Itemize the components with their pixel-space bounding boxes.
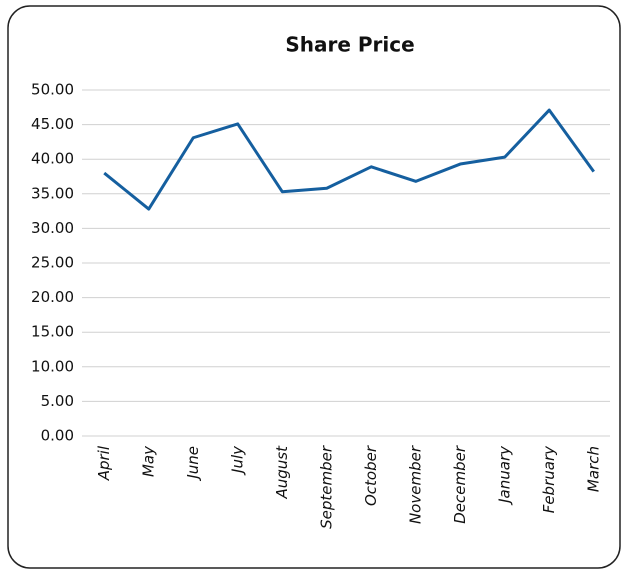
- y-tick-label: 50.00: [31, 81, 74, 99]
- y-tick-label: 25.00: [31, 254, 74, 272]
- y-tick-label: 10.00: [31, 357, 74, 375]
- line-series: [103, 108, 595, 211]
- chart-title: Share Price: [285, 33, 414, 57]
- x-tick-label: October: [362, 445, 380, 506]
- x-tick-label: December: [451, 445, 469, 524]
- x-tick-label: June: [184, 446, 202, 482]
- x-tick-label: July: [228, 445, 246, 476]
- y-tick-label: 30.00: [31, 219, 74, 237]
- chart-frame: [7, 5, 621, 569]
- y-tick-label: 35.00: [31, 184, 74, 202]
- y-tick-label: 45.00: [31, 115, 74, 133]
- x-tick-label: November: [406, 445, 424, 524]
- x-tick-label: May: [139, 445, 157, 477]
- y-tick-label: 15.00: [31, 323, 74, 341]
- y-tick-label: 20.00: [31, 288, 74, 306]
- x-tick-label: August: [273, 445, 291, 500]
- y-tick-label: 5.00: [41, 392, 74, 410]
- x-tick-label: February: [540, 445, 558, 513]
- y-tick-label: 40.00: [31, 150, 74, 168]
- y-tick-label: 0.00: [41, 427, 74, 445]
- x-tick-label: September: [317, 445, 335, 529]
- x-tick-label: March: [584, 446, 602, 492]
- x-tick-label: April: [95, 445, 113, 481]
- x-tick-label: January: [495, 445, 513, 506]
